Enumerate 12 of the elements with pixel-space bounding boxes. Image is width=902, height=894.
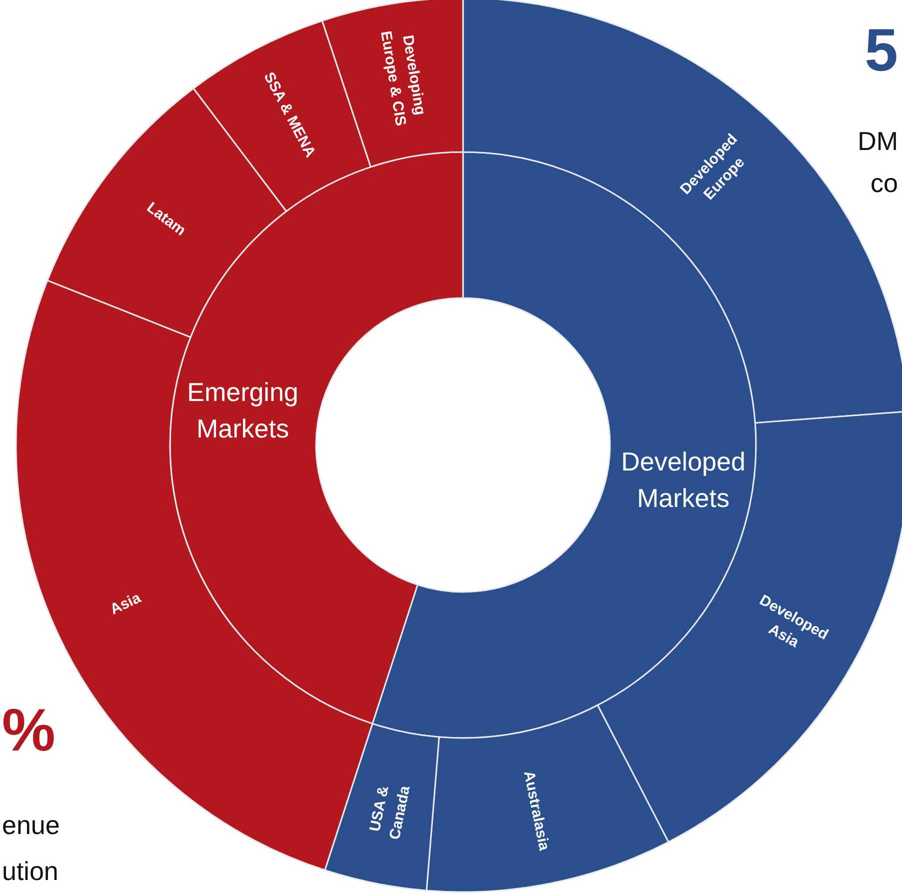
text: 5 [864, 16, 898, 84]
text: enue [2, 810, 60, 840]
slice-label: Australasia [520, 769, 553, 853]
text: DM [858, 126, 898, 156]
slice-label: USA & Canada [366, 784, 414, 841]
slice-label: Asia [108, 589, 144, 618]
text: % [2, 696, 56, 764]
text: ution [2, 856, 58, 886]
text: co [870, 168, 898, 198]
slice-label: Developed Markets [621, 446, 746, 514]
slice-label: Emerging Markets [187, 376, 298, 444]
slice-label: Developing Europe & CIS [377, 30, 429, 128]
